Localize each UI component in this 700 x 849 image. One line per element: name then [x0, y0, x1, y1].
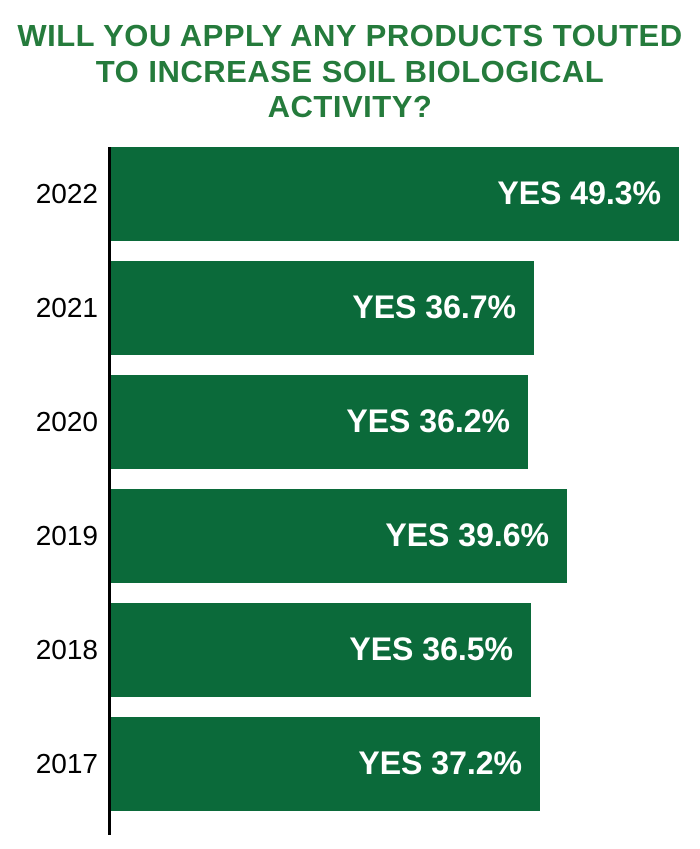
bar-row: 2018 YES 36.5%: [108, 603, 531, 697]
y-axis-label: 2019: [16, 520, 98, 552]
chart-title-line2: TO INCREASE SOIL BIOLOGICAL ACTIVITY?: [96, 54, 604, 125]
y-axis-label: 2020: [16, 406, 98, 438]
y-axis-label: 2018: [16, 634, 98, 666]
bar-row: 2021 YES 36.7%: [108, 261, 534, 355]
bar-row: 2022 YES 49.3%: [108, 147, 679, 241]
chart-container: WILL YOU APPLY ANY PRODUCTS TOUTED TO IN…: [0, 0, 700, 849]
chart-title: WILL YOU APPLY ANY PRODUCTS TOUTED TO IN…: [16, 18, 684, 125]
bar: YES 36.7%: [111, 261, 534, 355]
bar: YES 37.2%: [111, 717, 540, 811]
chart-title-line1: WILL YOU APPLY ANY PRODUCTS TOUTED: [17, 18, 682, 53]
bar: YES 39.6%: [111, 489, 567, 583]
y-axis-label: 2021: [16, 292, 98, 324]
plot-area: 2022 YES 49.3% 2021 YES 36.7% 2020 YES 3…: [108, 147, 684, 835]
y-axis-label: 2022: [16, 178, 98, 210]
y-axis-label: 2017: [16, 748, 98, 780]
bar: YES 49.3%: [111, 147, 679, 241]
bar-row: 2020 YES 36.2%: [108, 375, 528, 469]
bar: YES 36.5%: [111, 603, 531, 697]
bar-row: 2017 YES 37.2%: [108, 717, 540, 811]
bar: YES 36.2%: [111, 375, 528, 469]
bar-row: 2019 YES 39.6%: [108, 489, 567, 583]
